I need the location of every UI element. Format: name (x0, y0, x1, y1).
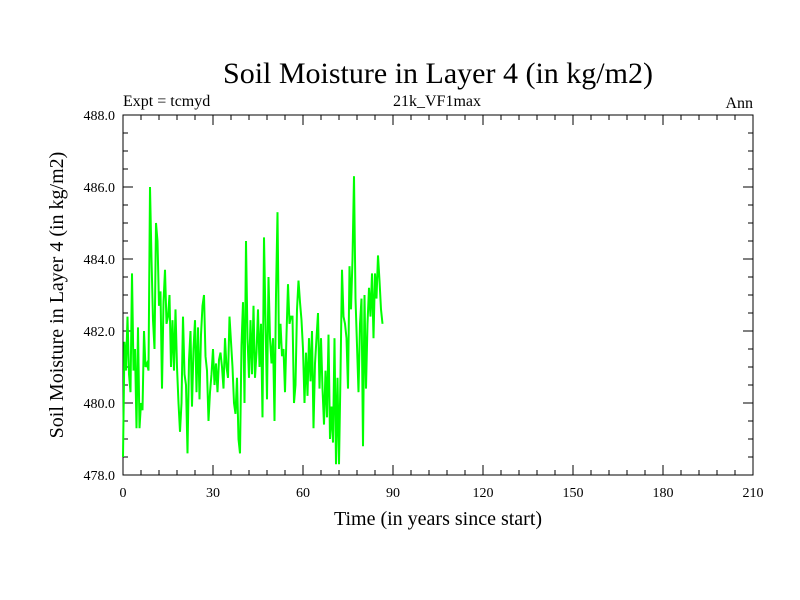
x-tick-label: 30 (206, 486, 220, 501)
y-tick-label: 478.0 (84, 469, 116, 484)
x-tick-label: 180 (653, 486, 674, 501)
y-tick-label: 488.0 (84, 109, 116, 124)
y-axis-label: Soil Moisture in Layer 4 (in kg/m2) (46, 152, 68, 439)
axis-ticks (122, 114, 754, 476)
x-tick-label: 210 (743, 486, 764, 501)
subtitle-period: Ann (725, 95, 753, 112)
y-tick-label: 486.0 (84, 181, 116, 196)
x-tick-label: 90 (386, 486, 400, 501)
x-axis-label: Time (in years since start) (334, 508, 542, 530)
chart-title: Soil Moisture in Layer 4 (in kg/m2) (223, 57, 653, 90)
series-line (122, 176, 384, 465)
x-tick-label: 60 (296, 486, 310, 501)
y-tick-labels: 478.0 480.0 482.0 484.0 486.0 488.0 (84, 109, 116, 484)
plot-frame (122, 114, 754, 476)
subtitle-run-name: 21k_VF1max (393, 93, 481, 110)
y-tick-label: 482.0 (84, 325, 116, 340)
y-tick-label: 484.0 (84, 253, 116, 268)
x-tick-label: 120 (473, 486, 494, 501)
y-tick-label: 480.0 (84, 397, 116, 412)
x-tick-label: 150 (563, 486, 584, 501)
x-tick-label: 0 (120, 486, 127, 501)
subtitle-experiment: Expt = tcmyd (123, 93, 210, 110)
x-tick-labels: 0 30 60 90 120 150 180 210 (120, 486, 764, 501)
